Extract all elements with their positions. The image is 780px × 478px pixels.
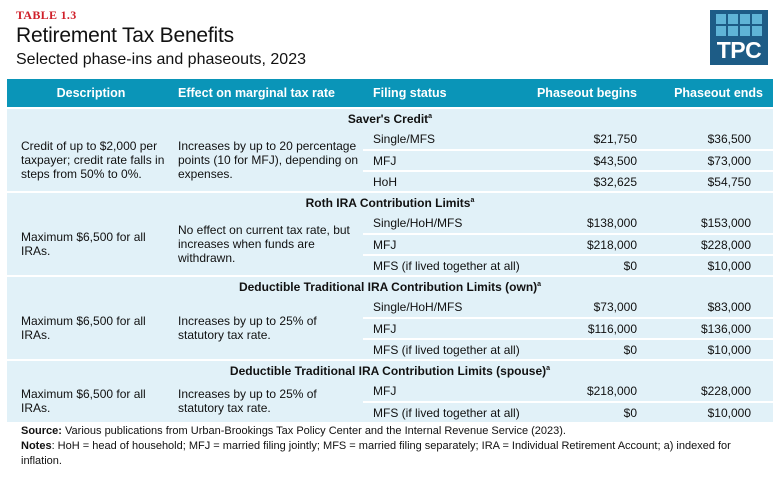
table-row: MFJ $43,500 $73,000: [7, 149, 773, 171]
col-header: Filing status: [363, 79, 525, 108]
filing-status-cell: Single/MFS: [373, 131, 436, 146]
phaseout-begins-cell: $138,000: [586, 215, 637, 230]
section-header: Roth IRA Contribution Limitsa: [7, 191, 773, 212]
phaseout-ends-cell: $73,000: [637, 149, 773, 171]
table-row: MFS (if lived together at all) $0 $10,000: [7, 338, 773, 360]
table-wrapper: Description Effect on marginal tax rate …: [7, 79, 773, 469]
phaseout-begins-cell: $32,625: [525, 170, 637, 192]
phaseout-begins-cell: $21,750: [593, 131, 637, 146]
filing-status-cell: MFJ: [363, 317, 525, 339]
description-cell: Maximum $6,500 for all IRAs.: [21, 387, 146, 415]
description-cell: Credit of up to $2,000 per taxpayer; cre…: [21, 138, 165, 181]
col-header: Phaseout ends: [637, 79, 773, 108]
effect-cell: No effect on current tax rate, but incre…: [178, 222, 350, 265]
phaseout-ends-cell: $228,000: [700, 383, 751, 398]
phaseout-begins-cell: $0: [525, 254, 637, 276]
phaseout-begins-cell: $218,000: [525, 233, 637, 255]
table-row: Credit of up to $2,000 per taxpayer; cre…: [7, 128, 773, 181]
phaseout-begins-cell: $116,000: [525, 317, 637, 339]
table-row: MFS (if lived together at all) $0 $10,000: [7, 401, 773, 422]
section-header: Deductible Traditional IRA Contribution …: [7, 275, 773, 296]
effect-cell: Increases by up to 20 percentage points …: [178, 138, 359, 181]
phaseout-ends-cell: $36,500: [707, 131, 751, 146]
filing-status-cell: MFS (if lived together at all): [363, 401, 525, 422]
tpc-logo: TPC: [710, 10, 768, 65]
col-header: Effect on marginal tax rate: [175, 79, 363, 108]
phaseout-begins-cell: $218,000: [586, 383, 637, 398]
table-row: MFJ $116,000 $136,000: [7, 317, 773, 339]
table-row: Maximum $6,500 for all IRAs. Increases by…: [7, 380, 773, 416]
source-note: Source: Various publications from Urban-…: [21, 425, 566, 437]
table-row: MFJ $218,000 $228,000: [7, 233, 773, 255]
filing-status-cell: MFJ: [373, 383, 397, 398]
phaseout-ends-cell: $228,000: [637, 233, 773, 255]
phaseout-ends-cell: $54,750: [637, 170, 773, 192]
phaseout-ends-cell: $153,000: [700, 215, 751, 230]
table-row: Maximum $6,500 for all IRAs. No effect on…: [7, 212, 773, 265]
phaseout-ends-cell: $136,000: [637, 317, 773, 339]
filing-status-cell: MFS (if lived together at all): [363, 254, 525, 276]
phaseout-ends-cell: $83,000: [707, 299, 751, 314]
description-cell: Maximum $6,500 for all IRAs.: [21, 313, 146, 342]
filing-status-cell: Single/HoH/MFS: [373, 299, 463, 314]
col-header: Phaseout begins: [525, 79, 637, 108]
col-header: Description: [7, 79, 175, 108]
description-cell: Maximum $6,500 for all IRAs.: [21, 229, 146, 258]
notes: Notes: HoH = head of household; MFJ = ma…: [21, 440, 731, 467]
phaseout-ends-cell: $10,000: [637, 338, 773, 360]
phaseout-begins-cell: $43,500: [525, 149, 637, 171]
phaseout-begins-cell: $0: [525, 338, 637, 360]
benefits-table: Description Effect on marginal tax rate …: [7, 79, 773, 422]
filing-status-cell: MFJ: [363, 149, 525, 171]
effect-cell: Increases by up to 25% of statutory tax …: [178, 387, 317, 415]
section-header: Saver's Credita: [7, 107, 773, 128]
table-row: MFS (if lived together at all) $0 $10,000: [7, 254, 773, 276]
table-row: Maximum $6,500 for all IRAs. Increases by…: [7, 296, 773, 342]
filing-status-cell: HoH: [363, 170, 525, 192]
filing-status-cell: MFS (if lived together at all): [363, 338, 525, 360]
phaseout-ends-cell: $10,000: [637, 254, 773, 276]
table-header-row: Description Effect on marginal tax rate …: [7, 79, 773, 108]
filing-status-cell: MFJ: [363, 233, 525, 255]
phaseout-ends-cell: $10,000: [637, 401, 773, 422]
page-subtitle: Selected phase-ins and phaseouts, 2023: [16, 51, 306, 68]
table-label: TABLE 1.3: [16, 8, 77, 22]
table-row: HoH $32,625 $54,750: [7, 170, 773, 192]
page-title: Retirement Tax Benefits: [16, 24, 234, 47]
phaseout-begins-cell: $0: [525, 401, 637, 422]
phaseout-begins-cell: $73,000: [593, 299, 637, 314]
section-header: Deductible Traditional IRA Contribution …: [7, 359, 773, 380]
filing-status-cell: Single/HoH/MFS: [373, 215, 463, 230]
effect-cell: Increases by up to 25% of statutory tax …: [178, 313, 317, 342]
